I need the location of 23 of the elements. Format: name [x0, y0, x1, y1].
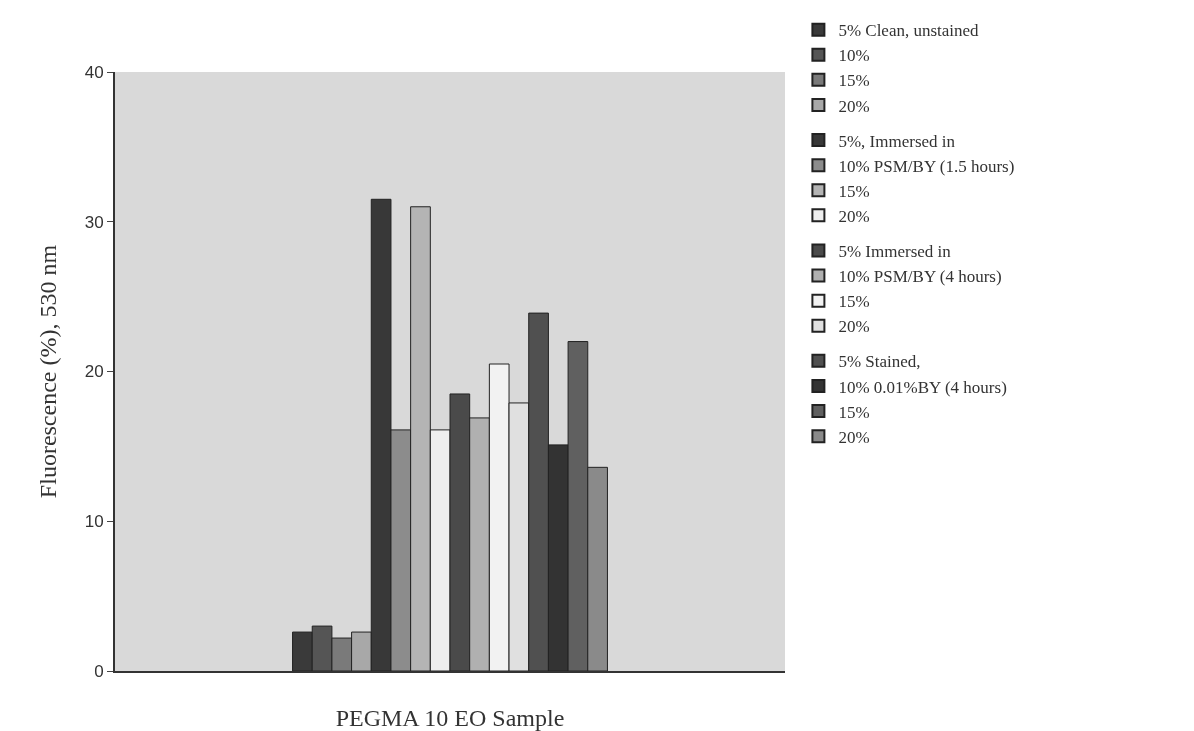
legend-label: 10% PSM/BY (4 hours) [838, 267, 1002, 287]
legend-label: 20% [838, 206, 870, 226]
y-axis-title: Fluorescence (%), 530 nm [35, 244, 61, 499]
legend-label: 5% Clean, unstained [838, 21, 980, 41]
legend-label: 20% [838, 317, 870, 337]
legend-label: 5% Immersed in [838, 242, 952, 262]
legend-label: 15% [838, 402, 870, 422]
x-axis-title: PEGMA 10 EO Sample [335, 705, 565, 731]
legend-label: 5% Stained, [838, 352, 921, 372]
legend-label: 10% [838, 46, 870, 66]
y-tick-label: 20 [84, 362, 104, 382]
y-tick-label: 40 [84, 62, 104, 82]
y-tick-label: 30 [84, 212, 104, 232]
legend-label: 10% PSM/BY (1.5 hours) [838, 156, 1015, 176]
legend-label: 20% [838, 427, 870, 447]
legend-label: 10% 0.01%BY (4 hours) [838, 377, 1007, 397]
legend-label: 5%, Immersed in [838, 131, 956, 151]
y-tick-label: 0 [94, 661, 104, 681]
y-tick-label: 10 [84, 512, 104, 532]
legend-label: 20% [838, 96, 870, 116]
legend-label: 15% [838, 181, 870, 201]
legend-label: 15% [838, 292, 870, 312]
legend-label: 15% [838, 71, 870, 91]
